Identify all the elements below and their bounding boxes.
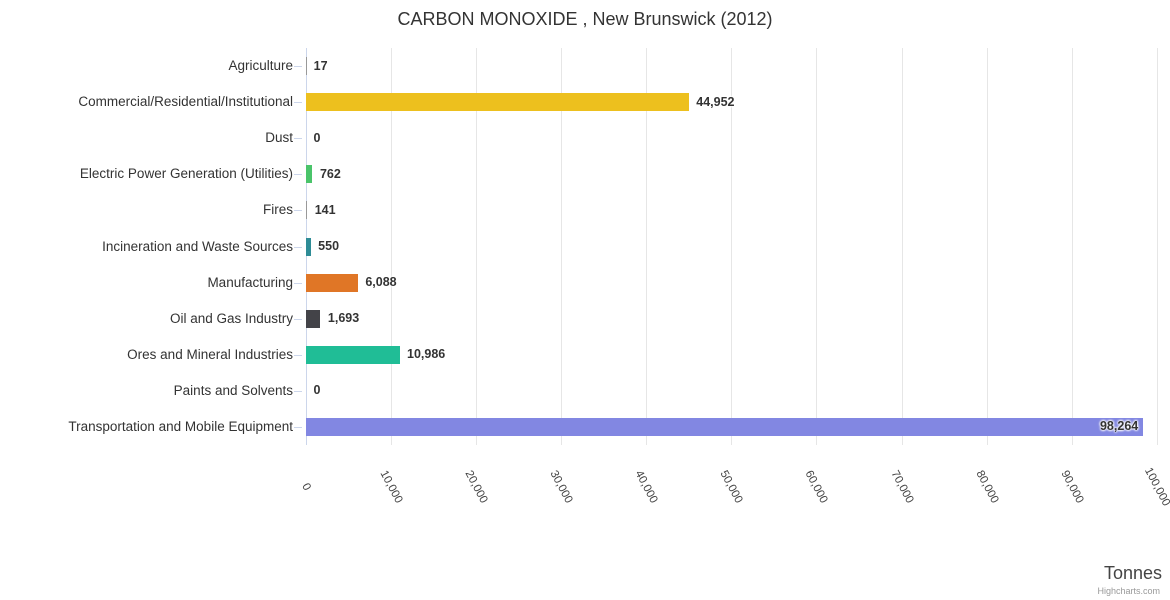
category-label: Incineration and Waste Sources [102,238,293,254]
category-label: Transportation and Mobile Equipment [68,418,293,434]
bar[interactable] [306,309,321,328]
x-axis-tick-label: 20,000 [462,468,490,506]
gridline [1157,48,1158,445]
category-label: Agriculture [228,58,293,74]
category-tick [293,138,302,139]
category-tick [293,391,302,392]
x-axis-tick-label: 0 [298,481,313,493]
x-axis-tick-label: 100,000 [1141,465,1170,509]
bar[interactable] [306,201,308,220]
category-tick [293,319,302,320]
category-tick [293,174,302,175]
x-axis-tick-label: 70,000 [887,468,916,506]
value-label: 141 [314,202,336,217]
x-axis-tick-label: 60,000 [802,468,830,506]
category-tick [293,427,302,428]
gridline [390,48,392,445]
x-axis-tick-label: 80,000 [973,468,1001,506]
category-tick [293,102,302,103]
value-label: 44,952 [696,94,735,109]
category-tick [293,66,302,67]
x-axis-tick-label: 50,000 [717,468,745,506]
bar[interactable] [306,345,400,364]
bar[interactable] [306,93,689,112]
x-axis-tick-label: 10,000 [377,468,405,506]
x-axis-title: Tonnes [1103,563,1162,583]
x-axis-tick-label: 40,000 [632,468,660,506]
gridline [731,48,733,445]
category-label: Paints and Solvents [173,382,293,398]
highcharts-credit[interactable]: Highcharts.com [1097,586,1160,596]
category-label: Electric Power Generation (Utilities) [79,166,293,182]
value-label: 10,986 [407,347,446,362]
category-tick [293,247,302,248]
value-label: 17 [313,58,328,73]
value-label: 550 [318,239,340,253]
category-label: Ores and Mineral Industries [127,346,293,362]
category-label: Fires [263,202,293,218]
bar[interactable] [306,417,1143,436]
category-tick [293,355,302,356]
value-label: 1,693 [327,311,360,326]
category-label: Oil and Gas Industry [169,310,293,326]
gridline [1071,48,1073,445]
category-label: Commercial/Residential/Institutional [78,94,293,110]
gridline [646,48,648,445]
gridline [986,48,988,445]
category-label: Manufacturing [207,274,293,290]
category-tick [293,283,302,284]
x-axis-tick-label: 90,000 [1058,468,1086,506]
chart-title: CARBON MONOXIDE , New Brunswick (2012) [397,9,773,29]
value-label: 6,088 [365,275,397,290]
gridline [560,48,562,445]
bar[interactable] [306,273,358,292]
x-axis-tick-label: 30,000 [547,468,575,506]
value-label: 98,264 [1099,419,1139,434]
value-label: 762 [319,166,341,181]
gridline [901,48,903,445]
bar[interactable] [306,237,311,256]
gridline [816,48,818,445]
value-label: 0 [313,383,321,398]
bar[interactable] [306,57,307,76]
category-label: Dust [265,130,293,146]
gridline [475,48,477,445]
bar[interactable] [306,165,313,184]
value-label: 0 [313,130,321,145]
category-tick [293,210,302,211]
